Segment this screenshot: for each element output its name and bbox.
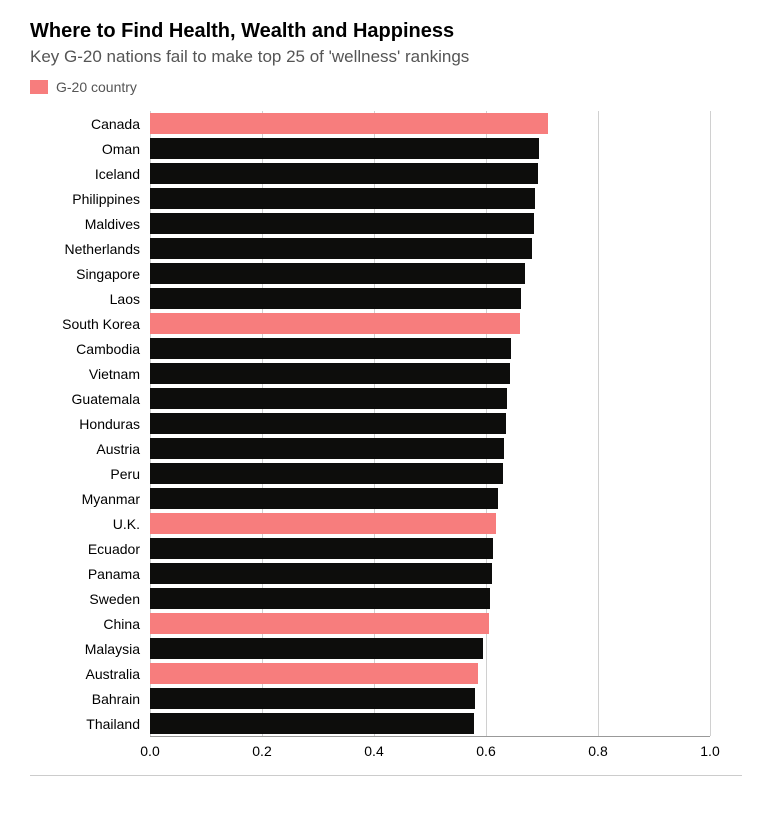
bar	[150, 688, 475, 709]
bar-row: Bahrain	[150, 686, 710, 711]
bar	[150, 613, 489, 634]
bar	[150, 213, 534, 234]
bar	[150, 463, 503, 484]
bar-label: Panama	[30, 566, 150, 582]
bar	[150, 588, 490, 609]
bar-row: Philippines	[150, 186, 710, 211]
bar-row: Myanmar	[150, 486, 710, 511]
axis-tick: 1.0	[700, 743, 719, 759]
bar-row: China	[150, 611, 710, 636]
bar	[150, 413, 506, 434]
bar-label: Vietnam	[30, 366, 150, 382]
legend-swatch	[30, 80, 48, 94]
bar-row: Malaysia	[150, 636, 710, 661]
bar-label: Singapore	[30, 266, 150, 282]
bar-row: Panama	[150, 561, 710, 586]
bar-row: Canada	[150, 111, 710, 136]
bar-row: Vietnam	[150, 361, 710, 386]
axis-tick: 0.0	[140, 743, 159, 759]
bar-label: Netherlands	[30, 241, 150, 257]
bar-label: South Korea	[30, 316, 150, 332]
axis-tick: 0.4	[364, 743, 383, 759]
chart-title: Where to Find Health, Wealth and Happine…	[30, 20, 742, 43]
bar-label: U.K.	[30, 516, 150, 532]
gridline	[710, 111, 711, 736]
bar-label: Honduras	[30, 416, 150, 432]
bar-label: Oman	[30, 141, 150, 157]
bar-row: Australia	[150, 661, 710, 686]
bar-row: Singapore	[150, 261, 710, 286]
bar-row: Oman	[150, 136, 710, 161]
bar	[150, 388, 507, 409]
bar-label: Laos	[30, 291, 150, 307]
axis-tick: 0.2	[252, 743, 271, 759]
bar-label: Peru	[30, 466, 150, 482]
bar-row: Iceland	[150, 161, 710, 186]
bar	[150, 663, 478, 684]
bottom-rule	[30, 775, 742, 776]
bar-label: Thailand	[30, 716, 150, 732]
bar-label: Canada	[30, 116, 150, 132]
bar-row: Honduras	[150, 411, 710, 436]
bar-label: Bahrain	[30, 691, 150, 707]
bar	[150, 238, 532, 259]
bar	[150, 538, 493, 559]
bar-row: Austria	[150, 436, 710, 461]
bar-label: Australia	[30, 666, 150, 682]
bar	[150, 338, 511, 359]
bar	[150, 113, 548, 134]
legend-label: G-20 country	[56, 79, 137, 95]
bar-row: Peru	[150, 461, 710, 486]
bar	[150, 138, 539, 159]
bar	[150, 438, 504, 459]
bar-row: Maldives	[150, 211, 710, 236]
bar-label: Cambodia	[30, 341, 150, 357]
bars-container: CanadaOmanIcelandPhilippinesMaldivesNeth…	[150, 111, 710, 737]
bar	[150, 713, 474, 734]
bar	[150, 638, 483, 659]
bar-row: Netherlands	[150, 236, 710, 261]
bar-label: Maldives	[30, 216, 150, 232]
bar	[150, 488, 498, 509]
bar-row: U.K.	[150, 511, 710, 536]
bar-label: Guatemala	[30, 391, 150, 407]
bar-row: Ecuador	[150, 536, 710, 561]
bar	[150, 363, 510, 384]
x-axis: 0.00.20.40.60.81.0	[150, 737, 710, 765]
bar-label: Austria	[30, 441, 150, 457]
bar-label: China	[30, 616, 150, 632]
chart-legend: G-20 country	[30, 79, 742, 95]
bar-row: Thailand	[150, 711, 710, 736]
bar-row: Guatemala	[150, 386, 710, 411]
bar-label: Malaysia	[30, 641, 150, 657]
bar-label: Myanmar	[30, 491, 150, 507]
bar-row: South Korea	[150, 311, 710, 336]
bar-row: Cambodia	[150, 336, 710, 361]
bar-label: Iceland	[30, 166, 150, 182]
bar	[150, 513, 496, 534]
bar-label: Ecuador	[30, 541, 150, 557]
chart-subtitle: Key G-20 nations fail to make top 25 of …	[30, 47, 742, 67]
bar-label: Philippines	[30, 191, 150, 207]
bar	[150, 313, 520, 334]
axis-tick: 0.6	[476, 743, 495, 759]
bar	[150, 563, 492, 584]
chart-area: CanadaOmanIcelandPhilippinesMaldivesNeth…	[30, 111, 742, 765]
bar-row: Laos	[150, 286, 710, 311]
bar	[150, 288, 521, 309]
bar-row: Sweden	[150, 586, 710, 611]
bar	[150, 163, 538, 184]
bar	[150, 188, 535, 209]
axis-tick: 0.8	[588, 743, 607, 759]
bar	[150, 263, 525, 284]
bar-label: Sweden	[30, 591, 150, 607]
